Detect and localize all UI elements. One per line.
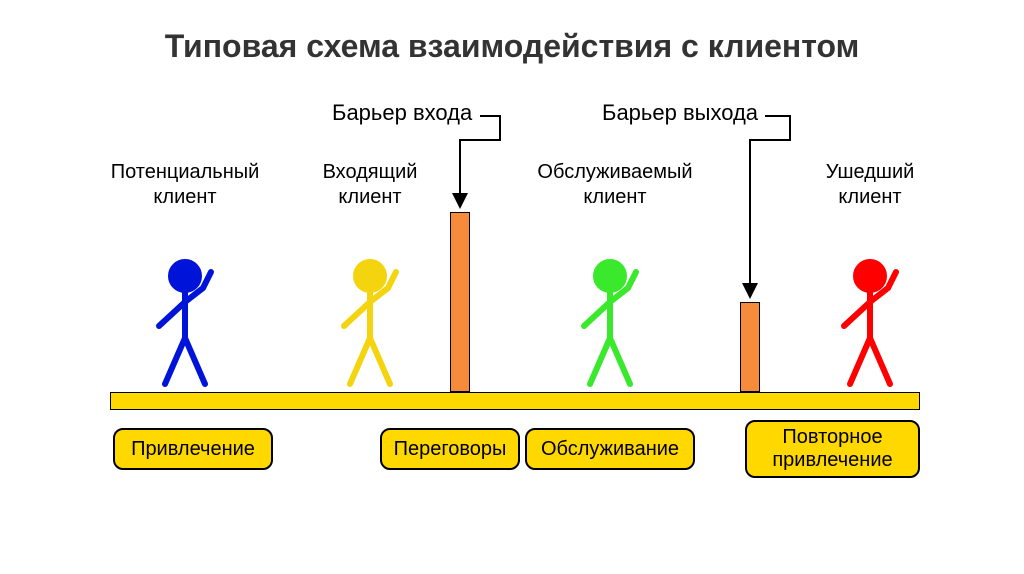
stage-reattraction: Повторное привлечение	[745, 420, 920, 478]
client-label-0: Потенциальный клиент	[105, 160, 265, 210]
barrier-exit-label: Барьер выхода	[602, 100, 758, 126]
stage-reattraction-line2: привлечение	[772, 449, 892, 471]
figure-serviced	[570, 258, 650, 388]
stage-service: Обслуживание	[525, 428, 695, 470]
client-label-1-line2: клиент	[338, 186, 401, 208]
client-label-1-line1: Входящий	[323, 161, 418, 183]
client-label-0-line2: клиент	[153, 186, 216, 208]
client-label-3-line2: клиент	[838, 186, 901, 208]
stage-attraction-label: Привлечение	[131, 438, 255, 461]
figure-incoming	[330, 258, 410, 388]
client-label-2: Обслуживаемый клиент	[530, 160, 700, 210]
stage-service-label: Обслуживание	[541, 438, 679, 461]
client-label-0-line1: Потенциальный	[111, 161, 260, 183]
barrier-entry	[450, 212, 470, 392]
client-label-1: Входящий клиент	[290, 160, 450, 210]
barrier-entry-label: Барьер входа	[332, 100, 472, 126]
stage-attraction: Привлечение	[113, 428, 273, 470]
barrier-exit	[740, 302, 760, 392]
stage-reattraction-label: Повторное привлечение	[772, 426, 892, 472]
client-label-3-line1: Ушедший	[826, 161, 915, 183]
client-label-2-line1: Обслуживаемый	[537, 161, 692, 183]
client-label-3: Ушедший клиент	[795, 160, 945, 210]
stage-negotiation-label: Переговоры	[394, 438, 507, 461]
stage-reattraction-line1: Повторное	[782, 426, 882, 448]
client-label-2-line2: клиент	[583, 186, 646, 208]
figure-left	[830, 258, 910, 388]
figure-potential	[145, 258, 225, 388]
platform-bar	[110, 392, 920, 410]
page-title: Типовая схема взаимодействия с клиентом	[0, 28, 1024, 65]
stage-negotiation: Переговоры	[380, 428, 520, 470]
